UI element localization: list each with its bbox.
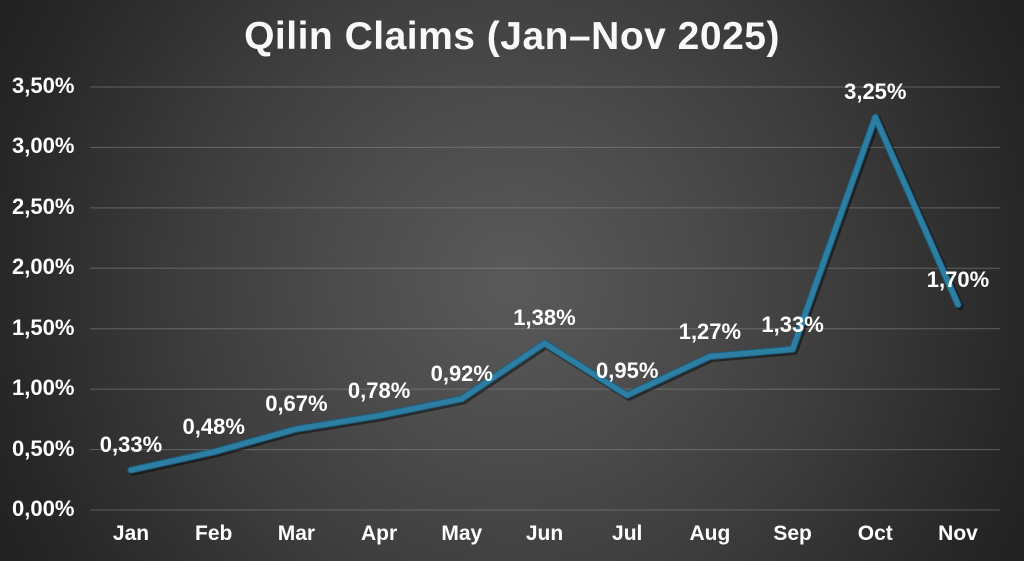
svg-text:3,25%: 3,25% — [844, 79, 906, 104]
svg-text:0,67%: 0,67% — [265, 391, 327, 416]
svg-text:Jul: Jul — [612, 522, 642, 545]
svg-text:3,00%: 3,00% — [12, 133, 74, 158]
svg-text:1,27%: 1,27% — [679, 319, 741, 344]
svg-text:1,38%: 1,38% — [513, 305, 575, 330]
svg-text:0,95%: 0,95% — [596, 358, 658, 383]
svg-text:0,33%: 0,33% — [100, 432, 162, 457]
svg-text:0,48%: 0,48% — [183, 414, 245, 439]
svg-text:Oct: Oct — [858, 522, 893, 545]
svg-text:2,00%: 2,00% — [12, 254, 74, 279]
svg-text:0,78%: 0,78% — [348, 378, 410, 403]
svg-text:1,00%: 1,00% — [12, 375, 74, 400]
svg-text:Nov: Nov — [938, 522, 978, 545]
svg-text:0,50%: 0,50% — [12, 436, 74, 461]
svg-text:1,50%: 1,50% — [12, 315, 74, 340]
svg-text:Mar: Mar — [278, 522, 315, 545]
svg-text:May: May — [441, 522, 482, 545]
svg-text:Jun: Jun — [526, 522, 563, 545]
svg-text:Apr: Apr — [361, 522, 397, 545]
svg-text:Aug: Aug — [689, 522, 730, 545]
svg-text:0,92%: 0,92% — [431, 361, 493, 386]
svg-text:0,00%: 0,00% — [12, 496, 74, 521]
svg-text:3,50%: 3,50% — [12, 73, 74, 98]
svg-text:Jan: Jan — [113, 522, 149, 545]
svg-text:1,33%: 1,33% — [761, 312, 823, 337]
svg-text:Sep: Sep — [773, 522, 812, 545]
svg-text:Feb: Feb — [195, 522, 232, 545]
svg-text:2,50%: 2,50% — [12, 194, 74, 219]
svg-text:1,70%: 1,70% — [927, 267, 989, 292]
